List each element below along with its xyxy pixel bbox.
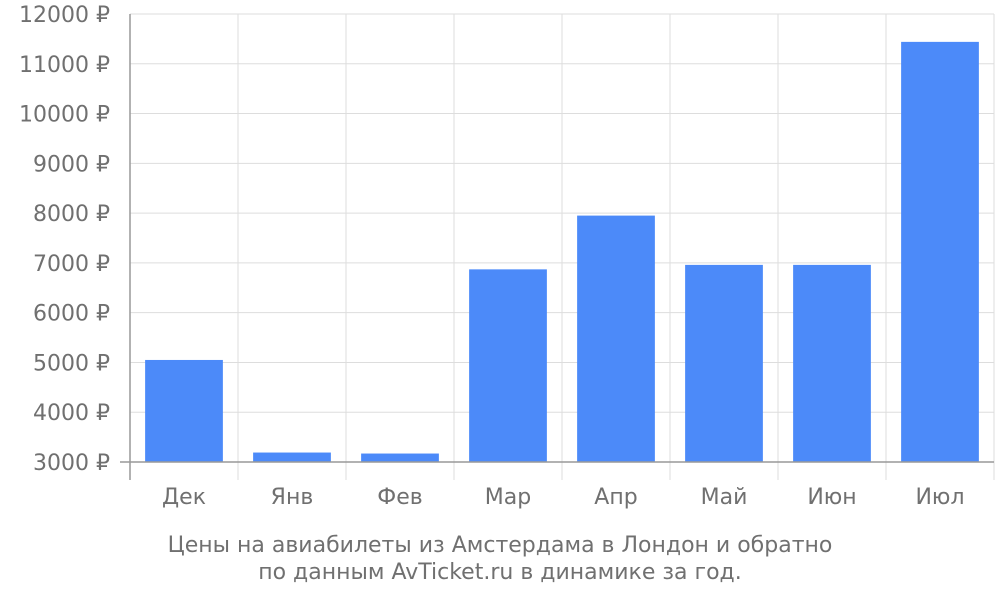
y-tick-label: 7000 ₽: [33, 252, 110, 277]
x-tick-label: Янв: [271, 485, 314, 510]
y-tick-label: 11000 ₽: [19, 53, 110, 78]
caption-line-2: по данным AvTicket.ru в динамике за год.: [258, 560, 742, 585]
caption-line-1: Цены на авиабилеты из Амстердама в Лондо…: [167, 533, 833, 558]
x-tick-label: Дек: [162, 485, 206, 510]
x-tick-label: Май: [701, 485, 748, 510]
bars: [145, 41, 979, 463]
bar: [361, 453, 439, 462]
bar: [685, 264, 763, 462]
x-tick-label: Июл: [915, 485, 964, 510]
y-tick-label: 5000 ₽: [33, 351, 110, 376]
bar: [469, 269, 547, 462]
bar: [901, 41, 979, 463]
y-tick-label: 4000 ₽: [33, 401, 110, 426]
y-tick-label: 12000 ₽: [19, 3, 110, 28]
x-tick-label: Фев: [377, 485, 422, 510]
y-tick-label: 3000 ₽: [33, 451, 110, 476]
bar: [793, 264, 871, 462]
bar: [145, 359, 223, 462]
tick-labels: 3000 ₽ 4000 ₽ 5000 ₽ 6000 ₽ 7000 ₽ 8000 ₽ 9000…: [19, 3, 965, 510]
y-tick-label: 8000 ₽: [33, 202, 110, 227]
y-tick-label: 10000 ₽: [19, 103, 110, 128]
y-tick-label: 6000 ₽: [33, 302, 110, 327]
x-tick-label: Апр: [594, 485, 637, 510]
bar: [253, 452, 331, 462]
bar: [577, 215, 655, 462]
x-tick-label: Июн: [807, 485, 856, 510]
chart-caption: Цены на авиабилеты из Амстердама в Лондо…: [0, 532, 1000, 586]
x-tick-label: Мар: [485, 485, 531, 510]
y-tick-label: 9000 ₽: [33, 152, 110, 177]
price-bar-chart: 3000 ₽ 4000 ₽ 5000 ₽ 6000 ₽ 7000 ₽ 8000 ₽ 9000…: [19, 3, 995, 510]
axes: [120, 14, 994, 480]
